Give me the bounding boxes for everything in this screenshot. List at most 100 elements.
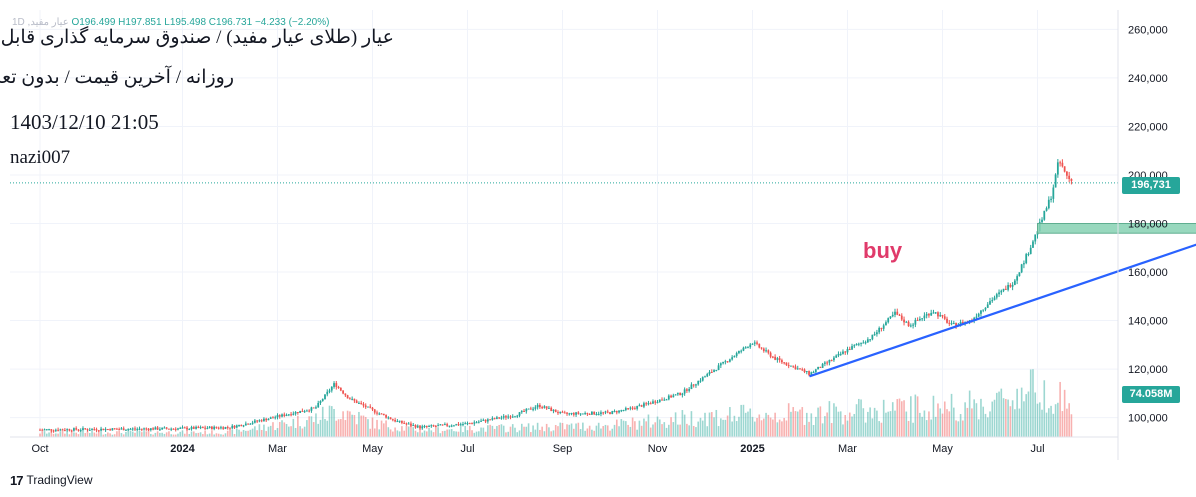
volume-bar [697, 421, 700, 437]
candle-body [529, 408, 532, 410]
volume-bar [753, 421, 756, 437]
candle-body [894, 311, 896, 315]
volume-bar [819, 406, 822, 437]
volume-bar [570, 423, 573, 437]
volume-bar [326, 420, 329, 437]
volume-bar [403, 430, 405, 437]
candle-body [536, 404, 539, 408]
volume-bar [975, 403, 978, 437]
volume-bar [91, 430, 93, 437]
volume-bar [170, 434, 172, 437]
candle-body [604, 411, 607, 413]
volume-bar [235, 428, 238, 437]
volume-bar [109, 433, 111, 437]
candle-body [640, 405, 643, 407]
volume-bar [88, 433, 91, 437]
datetime-annotation: 1403/12/10 21:05 [10, 110, 159, 134]
candle-body [229, 427, 231, 429]
candle-body [290, 414, 292, 416]
candle-body [672, 395, 675, 398]
candle-body [595, 414, 598, 416]
candle-body [434, 425, 437, 427]
candle-body [179, 427, 182, 429]
candle-body [285, 414, 288, 416]
candle-body [593, 411, 596, 415]
candle-body [292, 413, 295, 415]
volume-bar [851, 416, 853, 437]
volume-bar [498, 424, 500, 437]
candle-body [88, 429, 91, 431]
volume-bar [188, 433, 191, 437]
volume-bar [373, 428, 376, 437]
volume-bar [491, 425, 494, 437]
candle-body [572, 413, 575, 415]
candle-body [819, 366, 822, 368]
volume-bar [686, 423, 688, 437]
y-tick-label: 220,000 [1128, 121, 1168, 133]
volume-bar [1014, 409, 1016, 437]
candle-body [918, 318, 921, 321]
candle-body [781, 360, 783, 363]
candle-body [382, 413, 385, 416]
candle-body [75, 428, 78, 430]
candle-body [244, 423, 247, 426]
candle-body [507, 416, 510, 418]
volume-bar [848, 412, 851, 437]
candle-body [140, 428, 143, 430]
candle-body [480, 420, 482, 422]
volume-bar [129, 430, 132, 437]
volume-bar [731, 421, 733, 437]
candle-body [541, 407, 544, 409]
candle-body [79, 430, 82, 432]
candle-body [1009, 284, 1012, 287]
candle-body [708, 371, 711, 374]
volume-bar [371, 417, 374, 437]
volume-bar [240, 431, 243, 437]
candle-body [923, 315, 926, 319]
candle-body [570, 413, 573, 415]
candle-body [315, 407, 317, 409]
volume-bar [582, 422, 584, 437]
volume-bar [776, 422, 779, 437]
candle-body [937, 312, 939, 317]
volume-bar [183, 433, 186, 437]
candle-body [930, 312, 933, 316]
candle-body [887, 318, 890, 323]
candle-body [928, 314, 930, 316]
candle-body [618, 410, 620, 413]
candle-body [1013, 280, 1016, 285]
volume-bar [937, 403, 939, 437]
candle-body [181, 427, 184, 429]
volume-bar [281, 420, 283, 437]
candle-body [808, 371, 810, 375]
candle-body [980, 310, 982, 314]
candle-body [550, 407, 553, 411]
candle-body [439, 424, 442, 426]
volume-bar [760, 420, 763, 437]
footer-branding[interactable]: 17 TradingView [10, 471, 93, 489]
candle-body [477, 421, 480, 423]
volume-bar [104, 434, 107, 437]
candle-body [276, 415, 279, 418]
legend-values: O196.499 H197.851 L195.498 C196.731 −4.2… [71, 17, 330, 28]
volume-bar [627, 424, 629, 437]
volume-bar [446, 429, 448, 437]
volume-bar [629, 426, 632, 437]
volume-bar [86, 431, 89, 437]
candle-body [267, 418, 270, 421]
candle-body [353, 398, 356, 401]
volume-bar [439, 433, 442, 437]
volume-bar [756, 417, 758, 437]
volume-bar [143, 431, 145, 437]
candle-body [896, 311, 899, 315]
volume-bar [496, 426, 498, 437]
volume-bar [584, 430, 586, 437]
volume-bar [817, 407, 819, 437]
candle-body [448, 425, 451, 427]
volume-bar [898, 398, 901, 437]
volume-bar [414, 430, 417, 437]
volume-bar [181, 430, 184, 437]
volume-bar [661, 424, 663, 437]
candle-body [1032, 241, 1034, 248]
